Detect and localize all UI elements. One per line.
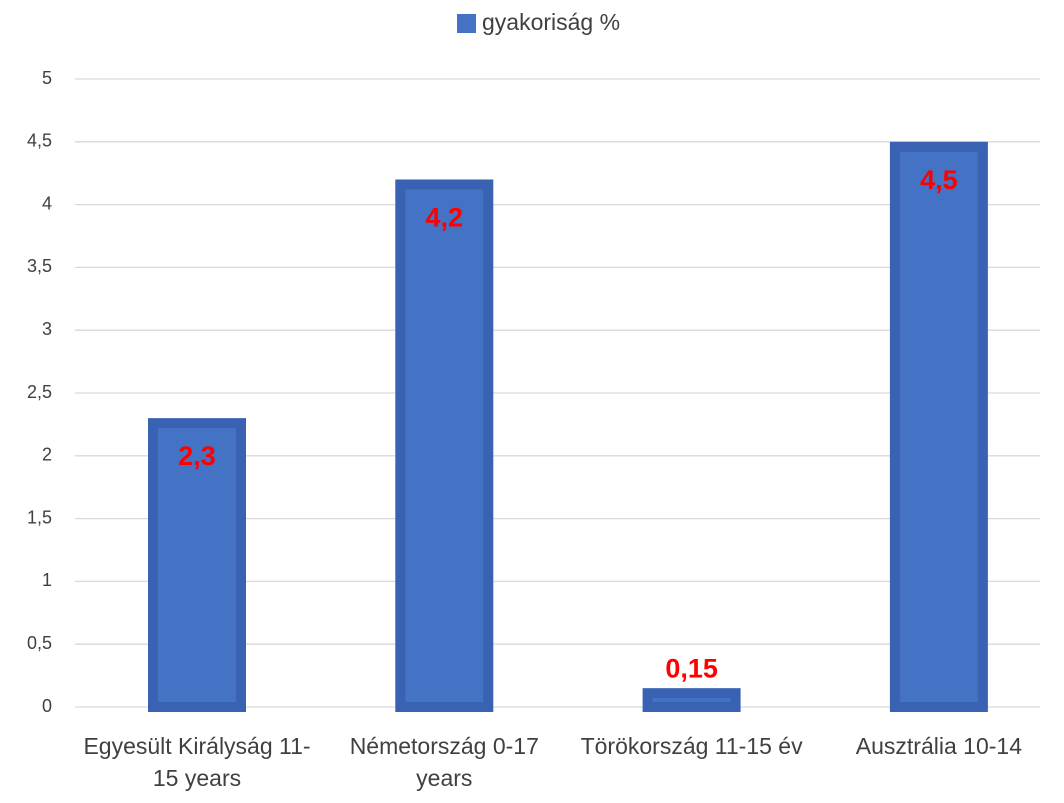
y-tick-label: 1 (42, 570, 52, 590)
legend-swatch (457, 14, 476, 33)
x-tick-label: Törökország 11-15 év (580, 733, 803, 759)
value-label: 4,2 (426, 203, 464, 233)
bar (395, 179, 494, 713)
value-label: 0,15 (665, 653, 718, 683)
y-tick-label: 3,5 (27, 256, 52, 276)
bar (148, 418, 246, 712)
x-tick-label: Németország 0-17 years (349, 733, 539, 791)
y-tick-label: 0,5 (27, 633, 52, 653)
y-tick-label: 2 (42, 445, 52, 465)
y-tick-label: 0 (42, 696, 52, 716)
y-tick-label: 5 (42, 68, 52, 88)
value-label: 4,5 (920, 165, 958, 195)
y-tick-label: 3 (42, 319, 52, 339)
y-tick-label: 1,5 (27, 507, 52, 527)
legend-label: gyakoriság % (482, 9, 620, 35)
bar (642, 688, 741, 712)
y-tick-label: 2,5 (27, 382, 52, 402)
x-tick-label: Egyesült Királyság 11-15 years (83, 733, 311, 791)
y-tick-label: 4,5 (27, 131, 52, 151)
bar (889, 141, 988, 713)
value-label: 2,3 (178, 441, 216, 471)
y-tick-label: 4 (42, 193, 52, 213)
x-tick-label: Ausztrália 10-14 (855, 733, 1022, 759)
